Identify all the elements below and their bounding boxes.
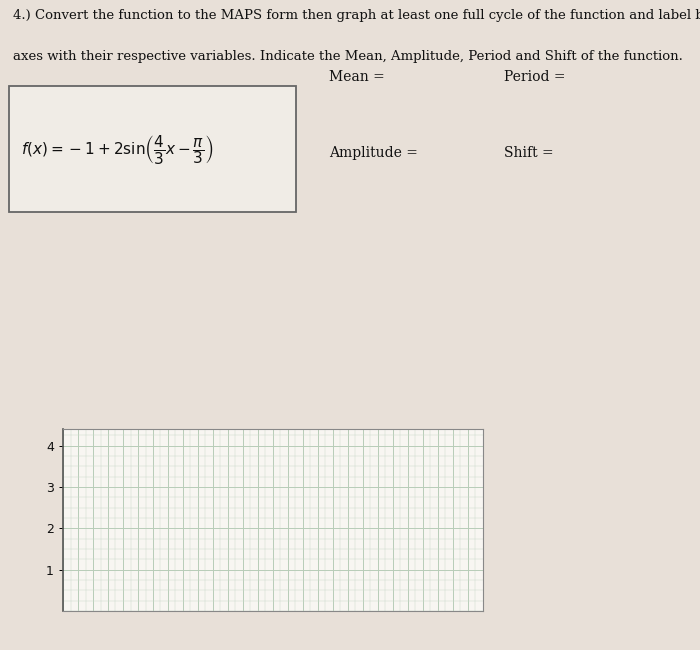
Text: 4.) Convert the function to the MAPS form then graph at least one full cycle of : 4.) Convert the function to the MAPS for… [13, 9, 700, 22]
Text: $f(x) = -1 + 2\sin\!\left(\dfrac{4}{3}x - \dfrac{\pi}{3}\right)$: $f(x) = -1 + 2\sin\!\left(\dfrac{4}{3}x … [21, 133, 214, 166]
Text: Period =: Period = [504, 70, 566, 84]
Text: Shift =: Shift = [504, 146, 554, 161]
Text: Mean =: Mean = [329, 70, 385, 84]
Text: Amplitude =: Amplitude = [329, 146, 418, 161]
Text: axes with their respective variables. Indicate the Mean, Amplitude, Period and S: axes with their respective variables. In… [13, 50, 682, 63]
FancyBboxPatch shape [9, 86, 296, 212]
